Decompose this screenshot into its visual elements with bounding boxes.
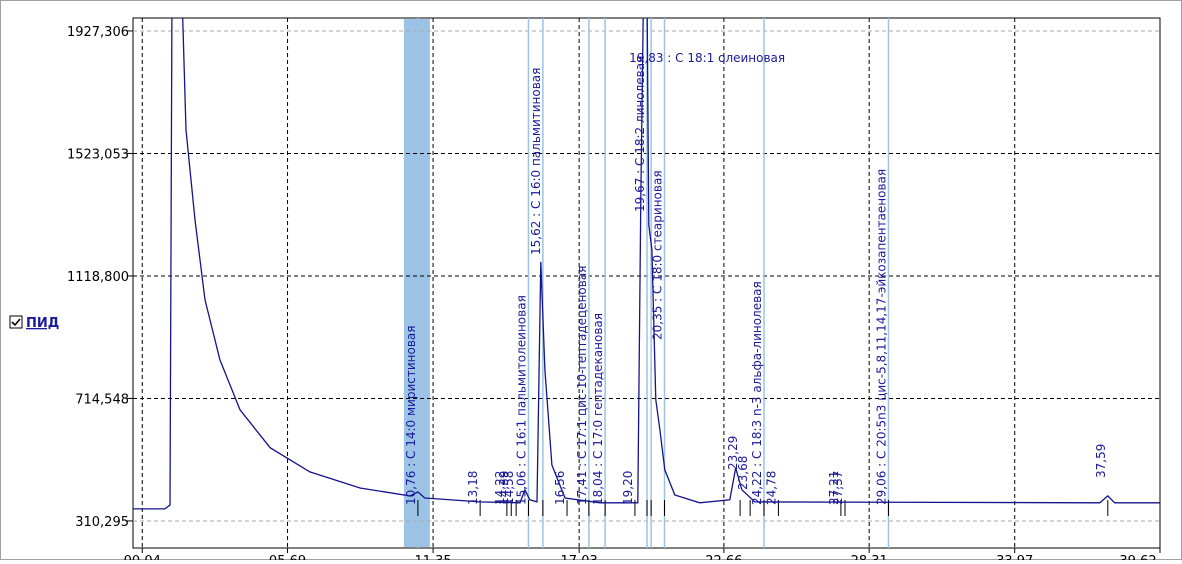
x-tick-label: 17.03: [561, 554, 598, 560]
y-tick-label: 1927,306: [67, 25, 129, 40]
peak-label: 16,56: [553, 471, 567, 505]
x-tick-label: 00.04: [124, 554, 161, 560]
trace: [133, 18, 1160, 510]
peak-label: 37,59: [1094, 444, 1108, 478]
x-tick-label: 05.69: [269, 554, 306, 560]
x-tick-label: 33.97: [996, 554, 1033, 560]
peak-label: 23,68: [736, 456, 750, 490]
peak-label: 14,22: [493, 471, 507, 505]
peak-label: 17,41 : С 17:1 цис-10-гептадеценовая: [575, 266, 589, 505]
peak-label: 15,62 : С 16:0 пальмитиновая: [529, 68, 543, 255]
peak-label: 19,20: [621, 471, 635, 505]
x-tick-label: 11.35: [414, 554, 451, 560]
x-tick-label: 39.62: [1119, 554, 1156, 560]
checkbox[interactable]: [9, 315, 23, 329]
peak-label: 13,18: [466, 471, 480, 505]
y-tick-label: 1523,053: [67, 147, 129, 162]
peak-label: 10,76 : С 14:0 миристиновая: [404, 326, 418, 505]
y-tick-label: 310,295: [75, 515, 129, 530]
y-tick-label: 714,548: [75, 392, 129, 407]
peak-label: 14,58: [502, 471, 516, 505]
y-tick-label: 1118,800: [67, 270, 129, 285]
peak-label: 14,39: [497, 471, 511, 505]
legend-label[interactable]: ПИД: [26, 316, 59, 331]
plot-content: 10,76 : С 14:0 миристиновая 13,18 14,2214,…: [133, 18, 1160, 548]
peak-label: 24,78: [764, 471, 778, 505]
peak-label: 29,06 : С 20:5n3 цис-5,8,11,14,17-эйкоза…: [874, 169, 888, 505]
peak-label: 23,29: [726, 436, 740, 470]
selection-band: [403, 19, 430, 547]
peak-label: 27,37: [831, 471, 845, 505]
peak-label: 15,06 : С 16:1 пальмитолеиновая: [514, 295, 528, 505]
peak-label: 27,21: [827, 471, 841, 505]
x-tick-label: 28.31: [851, 554, 888, 560]
x-tick-label: 22.66: [705, 554, 742, 560]
peak-label: 20,35 : С 18:0 стеариновая: [650, 170, 664, 340]
checkmark: [11, 318, 21, 327]
peak-label: 18,04 : С 17:0 гептадекановая: [591, 313, 605, 505]
peak-label: 24,22 : С 18:3 n-3 альфа-линолевая: [750, 281, 764, 505]
peak-label: 19,67 : С 18:2 линолевая: [633, 56, 647, 212]
peak-label: 19,83 : С 18:1 олеиновая: [629, 51, 785, 65]
